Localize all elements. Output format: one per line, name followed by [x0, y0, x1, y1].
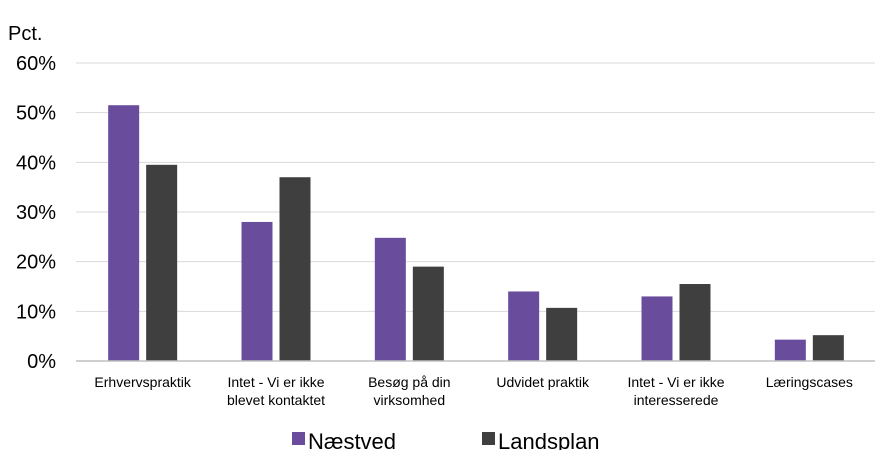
y-axis-unit-label: Pct.: [8, 23, 42, 45]
y-tick-label: 40%: [16, 152, 56, 174]
y-tick-label: 0%: [27, 351, 56, 373]
bar-næstved: [108, 105, 140, 361]
bar-landsplan: [679, 284, 711, 361]
x-category-label-line: Udvidet praktik: [496, 374, 590, 390]
x-category-label: Besøg på din virksomhed: [368, 374, 451, 408]
x-category-label: Intet - Vi er ikke interesserede: [627, 374, 724, 408]
x-category-label: Udvidet praktik: [496, 374, 590, 390]
x-category-label-line: blevet kontaktet: [227, 392, 325, 408]
legend-swatch-næstved: [292, 432, 305, 445]
x-category-label-line: Læringscases: [766, 374, 853, 390]
x-category-label: Intet - Vi er ikke blevet kontaktet: [227, 374, 325, 408]
x-category-label-line: Intet - Vi er ikke: [627, 374, 724, 390]
y-tick-label: 50%: [16, 103, 56, 125]
bar-landsplan: [812, 335, 844, 361]
bar-næstved: [641, 296, 673, 361]
x-category-label: Læringscases: [766, 374, 853, 390]
bar-landsplan: [279, 177, 311, 361]
x-category-label-line: Besøg på din: [368, 374, 451, 390]
y-tick-label: 10%: [16, 301, 56, 323]
x-category-label-line: virksomhed: [374, 392, 446, 408]
x-category-label: Erhvervspraktik: [94, 374, 191, 390]
bar-næstved: [374, 237, 406, 361]
bar-landsplan: [146, 164, 178, 361]
x-category-label-line: Intet - Vi er ikke: [227, 374, 324, 390]
y-tick-label: 20%: [16, 252, 56, 274]
bar-landsplan: [546, 307, 578, 361]
legend-label-næstved: Næstved: [308, 429, 396, 450]
y-tick-label: 30%: [16, 202, 56, 224]
x-category-label-line: interesserede: [634, 392, 719, 408]
bar-landsplan: [412, 266, 444, 361]
bar-næstved: [508, 291, 540, 361]
y-tick-label: 60%: [16, 53, 56, 75]
legend-swatch-landsplan: [482, 432, 495, 445]
legend-label-landsplan: Landsplan: [498, 429, 600, 450]
bar-næstved: [241, 221, 273, 361]
x-category-label-line: Erhvervspraktik: [94, 374, 191, 390]
bar-næstved: [774, 339, 806, 361]
